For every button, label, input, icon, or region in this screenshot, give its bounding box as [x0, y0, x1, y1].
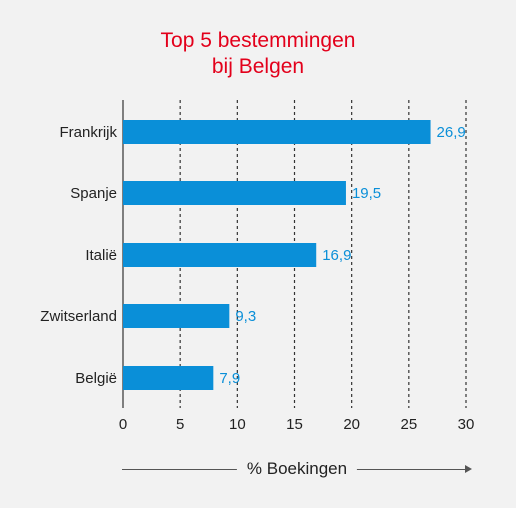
- value-label: 19,5: [352, 185, 381, 202]
- x-tick-label: 10: [229, 416, 246, 433]
- x-axis-label: % Boekingen: [122, 457, 472, 481]
- bar: [123, 366, 214, 390]
- value-label: 26,9: [437, 124, 466, 141]
- bar: [123, 304, 230, 328]
- value-label: 16,9: [322, 247, 351, 264]
- bar: [123, 243, 317, 267]
- value-label: 7,9: [219, 370, 240, 387]
- x-tick-label: 5: [176, 416, 184, 433]
- chart-title-line-2: bij Belgen: [211, 55, 305, 78]
- category-label: Spanje: [70, 185, 117, 202]
- x-axis-label-text: % Boekingen: [236, 457, 358, 481]
- x-tick-label: 0: [119, 416, 127, 433]
- category-label: Italië: [85, 247, 117, 264]
- x-tick-label: 30: [458, 416, 475, 433]
- chart-title: Top 5 bestemmingen bij Belgen: [0, 28, 516, 80]
- chart-title-line-1: Top 5 bestemmingen: [160, 29, 356, 52]
- x-tick-label: 25: [400, 416, 417, 433]
- category-label: Frankrijk: [59, 124, 117, 141]
- arrow-right-icon: [465, 465, 472, 473]
- x-tick-label: 15: [286, 416, 303, 433]
- x-tick-label: 20: [343, 416, 360, 433]
- bar: [123, 181, 346, 205]
- bar: [123, 120, 431, 144]
- category-label: België: [75, 370, 117, 387]
- category-label: Zwitserland: [40, 308, 117, 325]
- value-label: 9,3: [235, 308, 256, 325]
